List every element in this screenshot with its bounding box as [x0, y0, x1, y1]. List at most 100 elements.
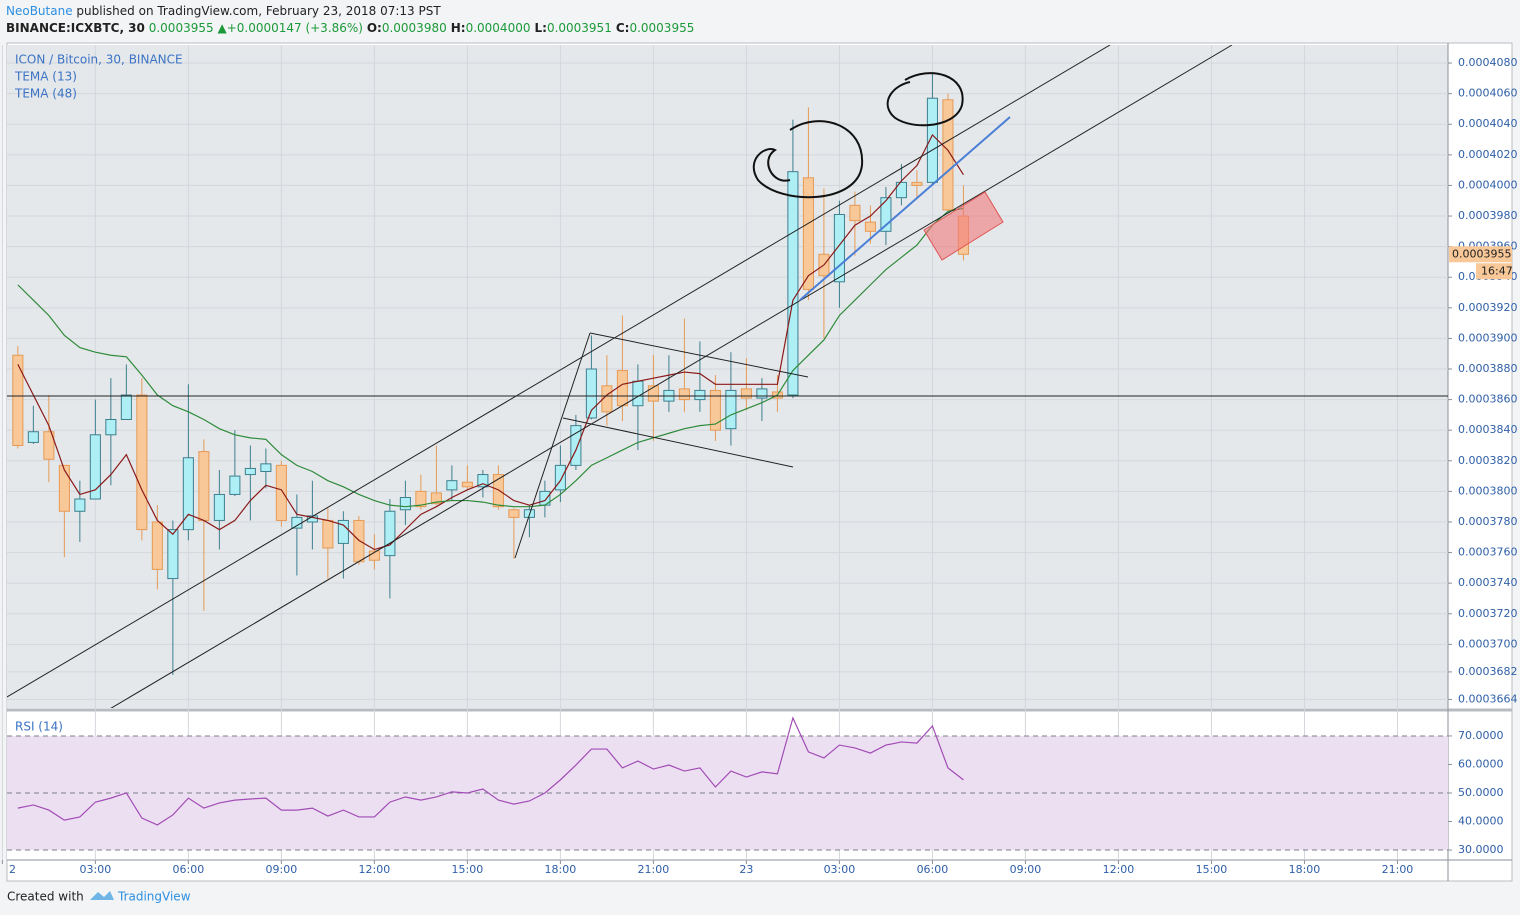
x-tick-label: 03:00 [80, 863, 112, 876]
legend-title: ICON / Bitcoin, 30, BINANCE [15, 53, 183, 67]
circle-drawing [752, 120, 864, 199]
x-tick-label: 09:00 [266, 863, 298, 876]
ohlc-value: 0.0003980 [381, 21, 447, 35]
y-tick-label: 0.0003740 [1458, 576, 1518, 589]
y-tick-label: 70.0000 [1458, 729, 1504, 742]
candle-body [942, 99, 954, 211]
candle-body [353, 519, 365, 563]
indicator-line [17, 133, 964, 551]
header: NeoButane published on TradingView.com, … [6, 3, 698, 37]
y-tick-label: 0.0003682 [1458, 665, 1518, 678]
candle-body [415, 490, 427, 508]
candle-body [725, 389, 737, 430]
x-tick-label: 06:00 [917, 863, 949, 876]
y-tick-label: 0.0003840 [1458, 423, 1518, 436]
author[interactable]: NeoButane [6, 4, 73, 18]
ohlc-value: 0.0003951 [546, 21, 612, 35]
highlight-box [923, 191, 1004, 261]
footer-text: Created with [7, 890, 84, 904]
drawings [7, 45, 1448, 708]
last-price: 0.0003955 [148, 21, 214, 35]
y-tick-label: 0.0003820 [1458, 454, 1518, 467]
trend-line [7, 45, 1111, 698]
axes: 2 03:00 06:00 09:00 12:00 15:00 18:00 21:00 23 03… [1, 56, 1518, 876]
candle-body [802, 177, 814, 290]
y-tick-label: 0.0004000 [1458, 178, 1518, 191]
x-tick-label: 03:00 [824, 863, 856, 876]
ohlc-key: H: [450, 21, 466, 35]
candle-body [27, 431, 39, 443]
candle-body [120, 394, 132, 420]
x-tick-label: 09:00 [1010, 863, 1042, 876]
main-pane [7, 45, 1448, 708]
ohlc: O:0.0003980 H:0.0004000 L:0.0003951 C:0.000… [367, 21, 699, 35]
change: +0.0000147 (+3.86%) [226, 21, 363, 35]
rsi-line [17, 716, 964, 826]
candle-body [632, 380, 644, 407]
x-tick-label: 15:00 [1196, 863, 1228, 876]
x-tick-label: 15:00 [452, 863, 484, 876]
ohlc-key: C: [615, 21, 630, 35]
x-tick-label: 06:00 [173, 863, 205, 876]
candle-body [864, 221, 876, 232]
candle-body [275, 464, 287, 521]
y-tick-label: 0.0003700 [1458, 637, 1518, 650]
candle-body [601, 385, 613, 413]
candle-body [229, 475, 241, 495]
countdown-tag [1476, 263, 1512, 280]
up-arrow: ▲ [217, 21, 227, 35]
candle-body [694, 389, 706, 401]
candle-body [74, 498, 86, 512]
y-tick-label: 0.0003980 [1458, 209, 1518, 222]
candle-body [895, 181, 907, 199]
y-tick-label: 0.0004080 [1458, 56, 1518, 69]
candle-body [89, 434, 101, 500]
ohlc-key: L: [534, 21, 547, 35]
price-tag-label: 0.0003955 [1452, 247, 1512, 260]
candle-body [198, 451, 210, 521]
y-tick-label: 0.0003760 [1458, 546, 1518, 559]
candle-body [911, 181, 923, 186]
candle-body [213, 493, 225, 521]
candle-body [260, 463, 272, 472]
x-tick-label: 12:00 [359, 863, 391, 876]
candle-body [12, 354, 24, 446]
x-tick-label: 18:00 [1289, 863, 1321, 876]
candle-body [384, 510, 396, 557]
candle-body [570, 425, 582, 466]
y-tick-label: 0.0004060 [1458, 87, 1518, 100]
candle-body [756, 388, 768, 399]
candle-body [585, 368, 597, 419]
y-tick-label: 50.0000 [1458, 786, 1504, 799]
candle-body [446, 480, 458, 491]
rsi-marks [7, 716, 1448, 851]
indicator-line [17, 207, 964, 508]
candle-body [849, 204, 861, 222]
candle-body [616, 370, 628, 407]
countdown-label: 16:47 [1481, 264, 1513, 277]
y-tick-label: 0.0003860 [1458, 393, 1518, 406]
candle-body [880, 197, 892, 232]
y-tick-label: 0.0004020 [1458, 148, 1518, 161]
price-tag [1449, 246, 1512, 263]
symbol: BINANCE:ICXBTC, 30 [6, 21, 145, 35]
candle-body [740, 388, 752, 399]
candle-body [399, 497, 411, 511]
ohlc-value: 0.0003955 [629, 21, 695, 35]
ohlc-key: O: [366, 21, 382, 35]
footer-brand[interactable]: TradingView [117, 890, 191, 904]
candle-body [244, 467, 256, 476]
candle-body [461, 481, 473, 488]
candle-body [709, 389, 721, 431]
candle-body [167, 529, 179, 580]
header-line-1: NeoButane published on TradingView.com, … [6, 3, 698, 20]
legend-entry: TEMA (13) [14, 70, 77, 84]
candle-body [492, 474, 504, 508]
x-tick-label: 23 [739, 863, 753, 876]
candle-body [291, 516, 303, 529]
candle-body [678, 388, 690, 401]
candle-body [647, 385, 659, 402]
candle-body [926, 97, 938, 183]
